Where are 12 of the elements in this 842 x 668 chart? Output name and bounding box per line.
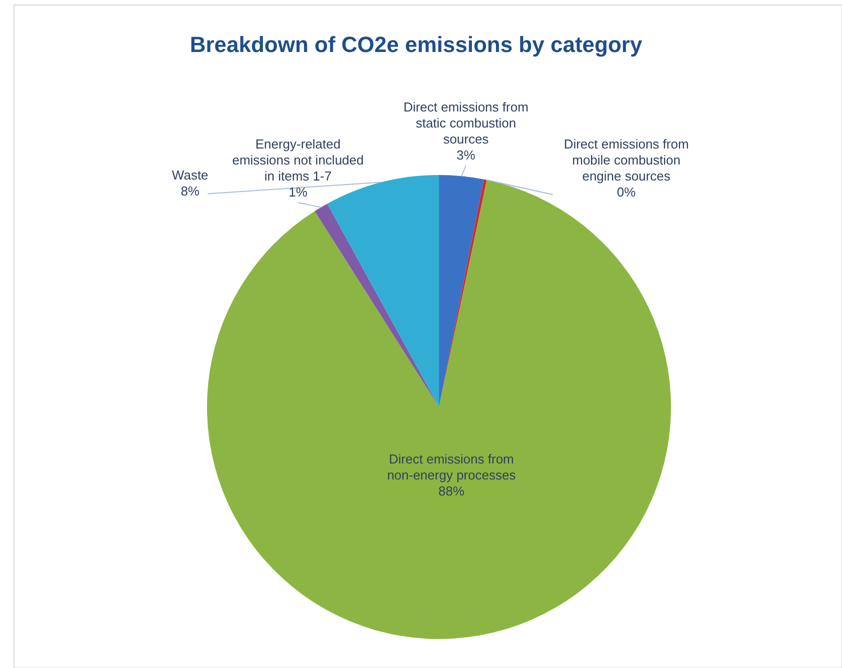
data-label: 8% [180, 184, 200, 199]
slice-label: Waste [172, 168, 208, 183]
data-label: 88% [438, 483, 465, 498]
data-label: 1% [288, 184, 308, 200]
slice-label: Direct emissions from static combustion sources [403, 99, 528, 146]
slice-label: Direct emissions from mobile combustion engine sources [564, 136, 689, 184]
data-label: 3% [456, 147, 476, 162]
pie-slice [314, 204, 439, 407]
chart-title: Breakdown of CO2e emissions by category [190, 32, 643, 57]
slice-label: Energy-related emissions not included in items 1-7 [232, 136, 364, 184]
data-label: 0% [616, 184, 636, 200]
slice-label: Direct emissions from non-energy processes [387, 451, 516, 482]
